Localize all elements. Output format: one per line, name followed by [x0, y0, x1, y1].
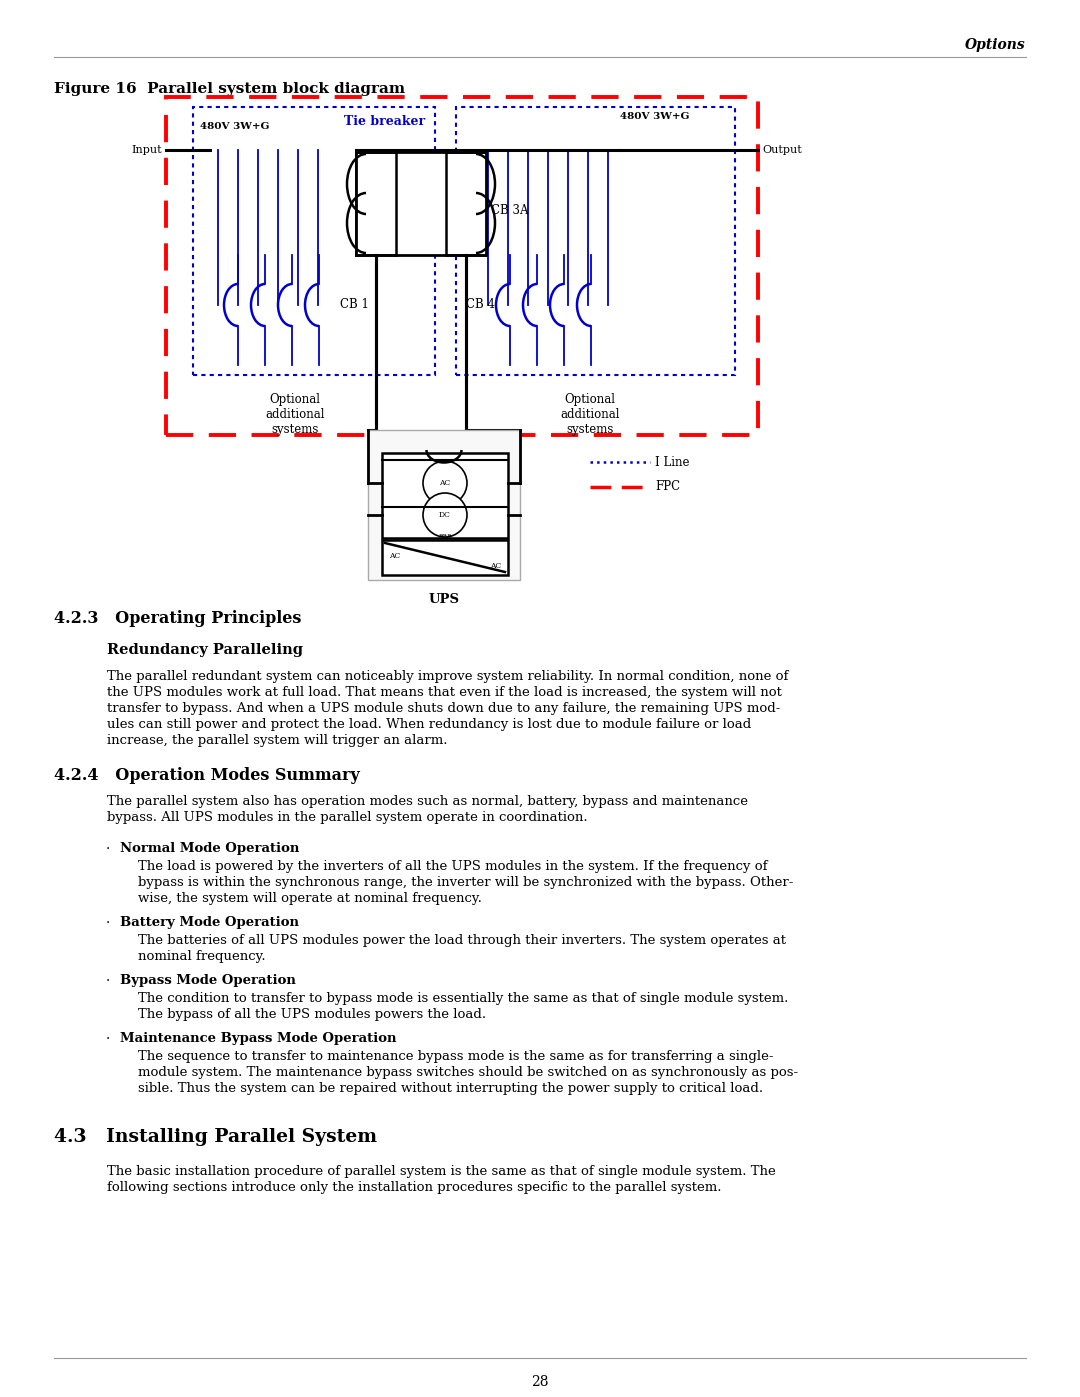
Text: CB 3: CB 3	[399, 204, 427, 217]
Text: AC: AC	[440, 479, 450, 488]
Bar	[368, 430, 519, 580]
Text: 28: 28	[531, 1375, 549, 1389]
Text: 888: 888	[438, 534, 451, 541]
Text: ·: ·	[106, 842, 114, 856]
Bar	[193, 108, 435, 374]
Text: CB 3A: CB 3A	[491, 204, 528, 217]
Text: Optional
additional
systems: Optional additional systems	[561, 393, 620, 436]
Circle shape	[423, 493, 467, 536]
Text: 4.2.3   Operating Principles: 4.2.3 Operating Principles	[54, 610, 301, 627]
Text: Tie breaker: Tie breaker	[345, 115, 426, 129]
Text: 4.2.4   Operation Modes Summary: 4.2.4 Operation Modes Summary	[54, 767, 360, 784]
Text: I Line: I Line	[654, 455, 689, 468]
Text: bypass. All UPS modules in the parallel system operate in coordination.: bypass. All UPS modules in the parallel …	[107, 812, 588, 824]
Text: Redundancy Paralleling: Redundancy Paralleling	[107, 643, 303, 657]
Text: 4.3   Installing Parallel System: 4.3 Installing Parallel System	[54, 1127, 377, 1146]
Bar	[166, 96, 758, 434]
Text: Input: Input	[132, 145, 162, 155]
Bar	[356, 152, 486, 256]
Text: UPS: UPS	[429, 592, 459, 606]
Text: The parallel system also has operation modes such as normal, battery, bypass and: The parallel system also has operation m…	[107, 795, 748, 807]
Text: Maintenance Bypass Mode Operation: Maintenance Bypass Mode Operation	[120, 1032, 396, 1045]
Text: Output: Output	[762, 145, 801, 155]
Text: module system. The maintenance bypass switches should be switched on as synchron: module system. The maintenance bypass sw…	[138, 1066, 798, 1078]
Circle shape	[423, 461, 467, 504]
Bar	[382, 541, 508, 576]
Text: AC: AC	[389, 552, 401, 560]
Text: transfer to bypass. And when a UPS module shuts down due to any failure, the rem: transfer to bypass. And when a UPS modul…	[107, 703, 781, 715]
Text: CB 4: CB 4	[465, 299, 495, 312]
Text: The condition to transfer to bypass mode is essentially the same as that of sing: The condition to transfer to bypass mode…	[138, 992, 788, 1004]
Text: the UPS modules work at full load. That means that even if the load is increased: the UPS modules work at full load. That …	[107, 686, 782, 698]
Text: following sections introduce only the installation procedures specific to the pa: following sections introduce only the in…	[107, 1180, 721, 1194]
Text: The load is powered by the inverters of all the UPS modules in the system. If th: The load is powered by the inverters of …	[138, 861, 768, 873]
Text: 480V 3W+G: 480V 3W+G	[620, 112, 689, 122]
Text: sible. Thus the system can be repaired without interrupting the power supply to : sible. Thus the system can be repaired w…	[138, 1083, 764, 1095]
Text: nominal frequency.: nominal frequency.	[138, 950, 266, 963]
Text: ·: ·	[106, 974, 114, 988]
Text: FPC: FPC	[654, 481, 680, 493]
Text: The batteries of all UPS modules power the load through their inverters. The sys: The batteries of all UPS modules power t…	[138, 935, 786, 947]
Text: Normal Mode Operation: Normal Mode Operation	[120, 842, 299, 855]
Bar	[382, 453, 508, 538]
Text: DC: DC	[440, 511, 451, 520]
Text: The basic installation procedure of parallel system is the same as that of singl: The basic installation procedure of para…	[107, 1165, 775, 1178]
Text: ·: ·	[106, 916, 114, 930]
Text: Bypass Mode Operation: Bypass Mode Operation	[120, 974, 296, 988]
Text: Figure 16  Parallel system block diagram: Figure 16 Parallel system block diagram	[54, 82, 405, 96]
Text: Optional
additional
systems: Optional additional systems	[266, 393, 325, 436]
Bar	[456, 108, 735, 374]
Text: AC: AC	[489, 562, 501, 570]
Text: CB 1: CB 1	[340, 299, 369, 312]
Text: 480V 3W+G: 480V 3W+G	[200, 122, 270, 131]
Text: increase, the parallel system will trigger an alarm.: increase, the parallel system will trigg…	[107, 733, 447, 747]
Text: wise, the system will operate at nominal frequency.: wise, the system will operate at nominal…	[138, 893, 482, 905]
Text: Options: Options	[966, 38, 1026, 52]
Text: bypass is within the synchronous range, the inverter will be synchronized with t: bypass is within the synchronous range, …	[138, 876, 794, 888]
Text: ules can still power and protect the load. When redundancy is lost due to module: ules can still power and protect the loa…	[107, 718, 752, 731]
Text: ·: ·	[106, 1032, 114, 1046]
Text: The bypass of all the UPS modules powers the load.: The bypass of all the UPS modules powers…	[138, 1009, 486, 1021]
Text: The sequence to transfer to maintenance bypass mode is the same as for transferr: The sequence to transfer to maintenance …	[138, 1051, 773, 1063]
Text: Battery Mode Operation: Battery Mode Operation	[120, 916, 299, 929]
Text: The parallel redundant system can noticeably improve system reliability. In norm: The parallel redundant system can notice…	[107, 671, 788, 683]
